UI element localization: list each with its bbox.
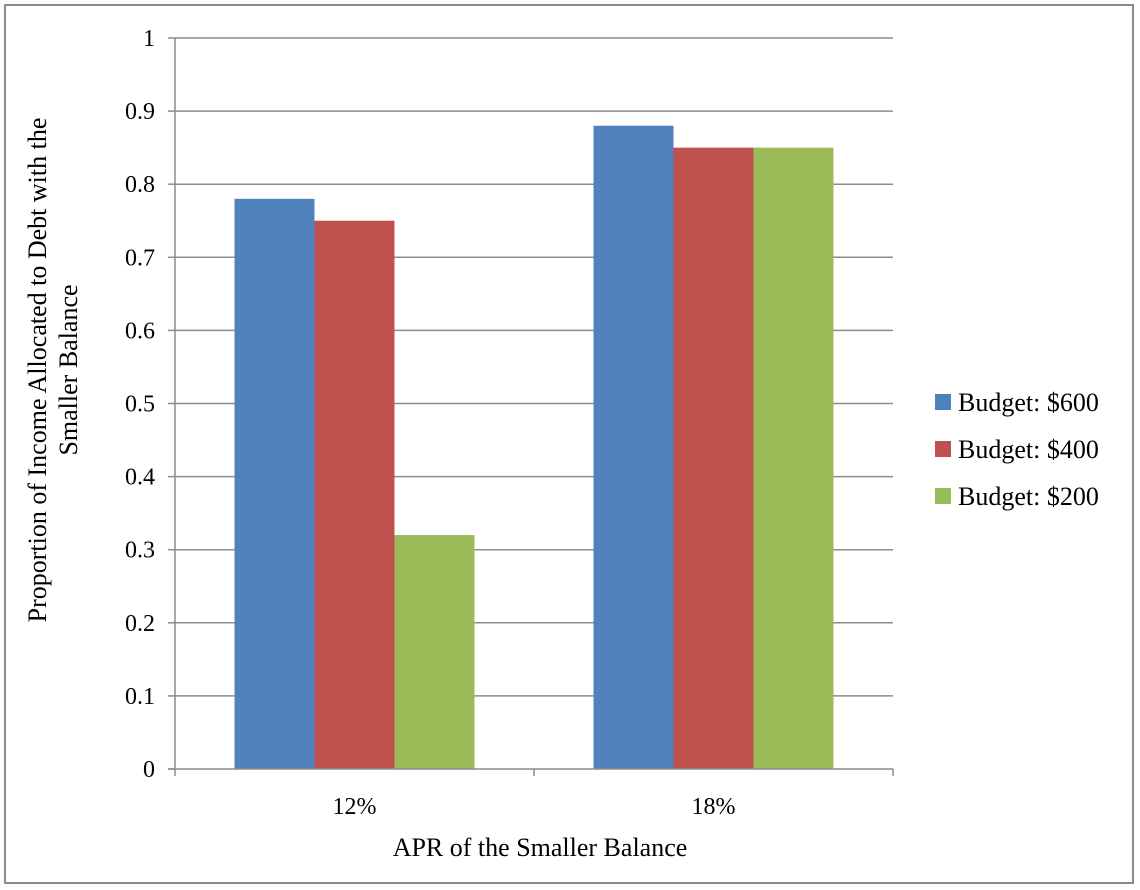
y-tick-label: 0.6 [125, 318, 155, 344]
y-tick-label: 1 [143, 26, 155, 52]
legend-swatch [935, 394, 951, 410]
y-axis-title-line2: Smaller Balance [54, 284, 83, 455]
y-tick-labels: 0 0.1 0.2 0.3 0.4 0.5 0.6 0.7 0.8 0.9 1 [125, 26, 155, 783]
y-tick-label: 0.4 [125, 465, 155, 491]
x-tick-label: 12% [333, 794, 377, 820]
legend-swatch [935, 488, 951, 504]
y-tick-label: 0.9 [125, 99, 155, 125]
y-tick-label: 0 [143, 757, 155, 783]
y-tick-label: 0.3 [125, 538, 155, 564]
bar-apr18-series3 [753, 147, 834, 769]
legend: Budget: $600 Budget: $400 Budget: $200 [935, 388, 1099, 511]
legend-label: Budget: $200 [958, 482, 1099, 511]
y-tick-label: 0.8 [125, 172, 155, 198]
y-tick-label: 0.7 [125, 245, 155, 271]
y-tick-label: 0.5 [125, 392, 155, 418]
y-axis-title-line1: Proportion of Income Allocated to Debt w… [23, 118, 52, 623]
x-tick-label: 18% [692, 794, 736, 820]
legend-label: Budget: $600 [958, 388, 1099, 417]
bar-apr12-series1 [234, 198, 315, 769]
bar-apr18-series2 [673, 147, 754, 769]
bars [234, 125, 834, 770]
y-tick-label: 0.2 [125, 611, 155, 637]
legend-swatch [935, 441, 951, 457]
bar-apr12-series2 [314, 220, 395, 769]
legend-label: Budget: $400 [958, 435, 1099, 464]
y-tick-label: 0.1 [125, 684, 155, 710]
bar-apr12-series3 [394, 535, 475, 769]
x-axis-title: APR of the Smaller Balance [393, 833, 688, 862]
axes [168, 37, 894, 776]
x-tick-labels: 12% 18% [333, 794, 736, 820]
bar-apr18-series1 [593, 125, 674, 770]
